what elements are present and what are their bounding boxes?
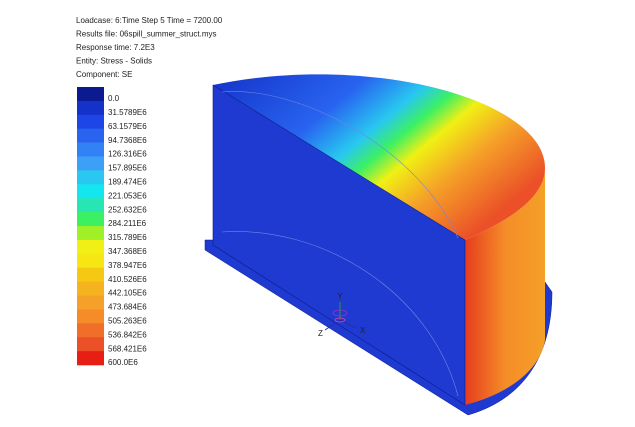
legend-label: 347.368E6 <box>108 247 147 256</box>
legend-label: 315.789E6 <box>108 233 147 242</box>
legend-swatch <box>77 323 104 338</box>
legend-swatch <box>77 100 104 116</box>
header-line: Response time: 7.2E3 <box>76 43 155 52</box>
legend-swatch <box>77 253 104 268</box>
triad-z: Z <box>318 329 323 338</box>
legend-swatch <box>77 281 104 296</box>
legend-swatch <box>77 170 104 185</box>
legend-swatch <box>77 142 104 157</box>
legend-swatch <box>77 128 104 143</box>
triad-x: X <box>360 326 366 335</box>
triad-y: Y <box>337 292 343 301</box>
legend-label: 473.684E6 <box>108 303 147 312</box>
legend-swatch <box>77 212 104 227</box>
header-line: Component: SE <box>76 70 132 79</box>
legend-label: 31.5789E6 <box>108 108 147 117</box>
curved-side <box>465 168 545 405</box>
legend-label: 0.0 <box>108 94 120 103</box>
header: Loadcase: 6:Time Step 5 Time = 7200.00 Re… <box>76 16 223 79</box>
legend-label: 600.0E6 <box>108 358 138 367</box>
legend-label: 221.053E6 <box>108 191 147 200</box>
legend-swatch <box>77 226 104 241</box>
legend-swatch <box>77 351 104 366</box>
legend-swatch <box>77 309 104 324</box>
legend-swatch <box>77 337 104 352</box>
legend-label: 94.7368E6 <box>108 136 147 145</box>
header-line: Loadcase: 6:Time Step 5 Time = 7200.00 <box>76 16 223 25</box>
legend-label: 157.895E6 <box>108 164 147 173</box>
legend-label: 63.1579E6 <box>108 122 147 131</box>
legend-label: 442.105E6 <box>108 289 147 298</box>
legend-label: 410.526E6 <box>108 275 147 284</box>
legend-label: 378.947E6 <box>108 261 147 270</box>
top-surface <box>213 74 545 240</box>
face-line <box>221 91 459 397</box>
legend-label: 284.211E6 <box>108 219 147 228</box>
legend-swatch <box>77 87 104 102</box>
legend-swatch <box>77 184 104 199</box>
legend-swatch <box>77 198 104 213</box>
legend-label: 568.421E6 <box>108 344 147 353</box>
legend-label: 536.842E6 <box>108 330 147 339</box>
legend: 0.0 31.5789E6 63.1579E6 94.7368E6 126.316E6 1… <box>77 87 147 367</box>
cut-face <box>212 84 466 406</box>
legend-label: 189.474E6 <box>108 178 147 187</box>
legend-label: 252.632E6 <box>108 205 147 214</box>
legend-swatch <box>77 295 104 310</box>
model <box>204 74 553 416</box>
legend-label: 505.263E6 <box>108 317 147 326</box>
legend-swatch <box>77 156 104 171</box>
legend-label: 126.316E6 <box>108 150 147 159</box>
header-line: Results file: 06spill_summer_struct.mys <box>76 30 216 39</box>
axis-triad: Y X Z <box>318 292 366 338</box>
legend-swatch <box>77 267 104 282</box>
legend-swatch <box>77 239 104 255</box>
header-line: Entity: Stress - Solids <box>76 57 152 66</box>
legend-swatch <box>77 114 104 129</box>
